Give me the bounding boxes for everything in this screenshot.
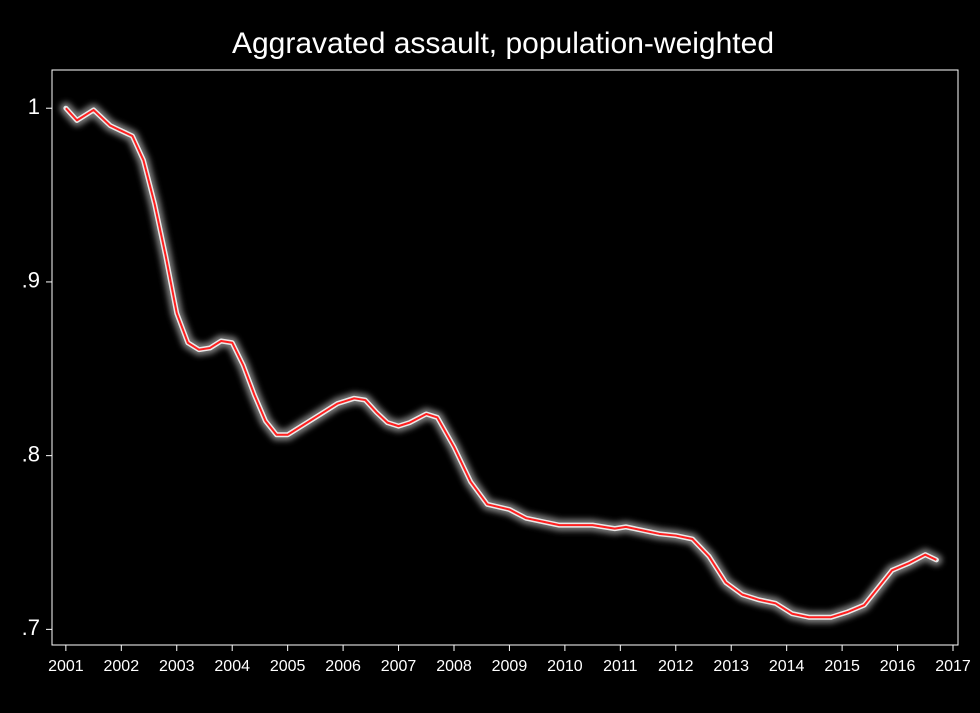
x-tick-label: 2006 [325,658,361,675]
y-tick-label: .7 [22,615,40,640]
x-tick-label: 2014 [769,658,805,675]
x-tick-label: 2004 [214,658,250,675]
x-tick-label: 2005 [270,658,306,675]
x-tick-label: 2015 [824,658,860,675]
plot-frame [51,69,959,646]
x-tick-label: 2007 [381,658,417,675]
x-tick-label: 2002 [104,658,140,675]
x-tick-label: 2011 [603,658,638,675]
y-tick-label: .8 [22,441,40,466]
y-tick-label: .9 [22,268,40,293]
x-tick-label: 2001 [48,658,84,675]
x-tick-label: 2010 [547,658,583,675]
x-tick-label: 2008 [436,658,472,675]
x-tick-label: 2013 [713,658,749,675]
x-tick-label: 2009 [492,658,528,675]
y-tick-label: 1 [28,94,40,119]
line [65,107,937,619]
x-tick-label: 2012 [658,658,694,675]
x-tick-label: 2017 [935,658,971,675]
x-tick-label: 2016 [880,658,916,675]
x-tick-label: 2003 [159,658,195,675]
chart-title: Aggravated assault, population-weighted [232,27,774,60]
